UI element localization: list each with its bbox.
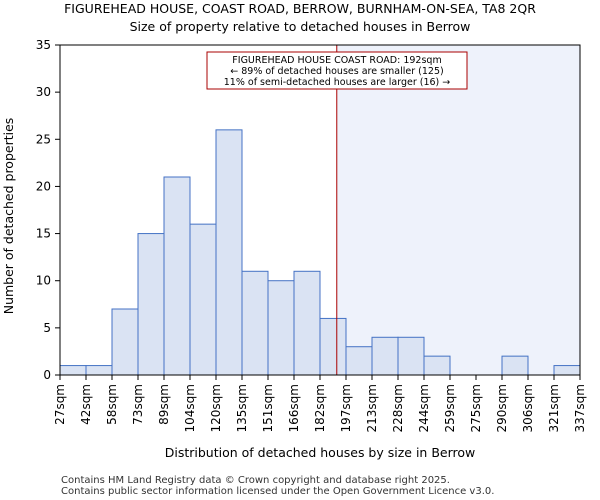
y-tick-label: 5	[43, 321, 51, 335]
y-tick-label: 25	[36, 132, 51, 146]
x-tick-label: 182sqm	[313, 384, 327, 432]
bar	[163, 176, 191, 376]
y-tick-label: 10	[36, 274, 51, 288]
x-tick-label: 89sqm	[157, 384, 171, 425]
footer-line-1: Contains HM Land Registry data © Crown c…	[61, 475, 450, 486]
x-tick-label: 197sqm	[339, 384, 353, 432]
bar	[59, 365, 87, 376]
x-tick-label: 228sqm	[391, 384, 405, 432]
bar	[423, 355, 451, 376]
y-axis-label: Number of detached properties	[1, 118, 16, 315]
bar	[215, 129, 243, 376]
y-tick-label: 0	[43, 368, 51, 382]
bar	[241, 270, 269, 376]
bar	[345, 346, 373, 376]
chart-title: FIGUREHEAD HOUSE, COAST ROAD, BERROW, BU…	[64, 1, 536, 16]
annotation-line: FIGUREHEAD HOUSE COAST ROAD: 192sqm	[232, 55, 441, 66]
x-tick-label: 58sqm	[105, 384, 119, 425]
bar	[111, 308, 139, 376]
x-tick-label: 42sqm	[79, 384, 93, 425]
bar	[397, 336, 425, 376]
bar	[553, 365, 581, 376]
x-tick-label: 213sqm	[365, 384, 379, 432]
x-axis-label: Distribution of detached houses by size …	[165, 445, 476, 460]
bar	[85, 365, 113, 376]
x-tick-label: 306sqm	[521, 384, 535, 432]
x-tick-label: 259sqm	[443, 384, 457, 432]
bar	[371, 336, 399, 376]
y-tick-label: 35	[36, 38, 51, 52]
bar	[137, 233, 165, 376]
y-tick-label: 20	[36, 179, 51, 193]
highlight-region	[336, 45, 580, 375]
bar	[293, 270, 321, 376]
x-tick-label: 120sqm	[209, 384, 223, 432]
x-tick-label: 337sqm	[573, 384, 587, 432]
x-tick-label: 27sqm	[53, 384, 67, 425]
x-tick-label: 244sqm	[417, 384, 431, 432]
x-tick-label: 275sqm	[469, 384, 483, 432]
x-tick-label: 73sqm	[131, 384, 145, 425]
footer-line-2: Contains public sector information licen…	[61, 486, 494, 497]
x-tick-label: 290sqm	[495, 384, 509, 432]
x-tick-label: 151sqm	[261, 384, 275, 432]
chart-subtitle: Size of property relative to detached ho…	[130, 19, 471, 34]
y-tick-label: 15	[36, 227, 51, 241]
bar	[501, 355, 529, 376]
annotation-line: 11% of semi-detached houses are larger (…	[224, 77, 451, 88]
x-tick-label: 104sqm	[183, 384, 197, 432]
annotation-box	[206, 51, 468, 90]
bar	[189, 223, 217, 376]
annotation-line: ← 89% of detached houses are smaller (12…	[230, 66, 443, 77]
x-tick-label: 135sqm	[235, 384, 249, 432]
x-tick-label: 321sqm	[547, 384, 561, 432]
y-tick-label: 30	[36, 85, 51, 99]
bar	[319, 317, 347, 376]
bar	[267, 280, 295, 376]
x-tick-label: 166sqm	[287, 384, 301, 432]
plot-area: 0 5 10 15 20 25 30 35 27sqm 42sqm 58sqm 73sqm 89sqm 1…	[36, 38, 587, 432]
